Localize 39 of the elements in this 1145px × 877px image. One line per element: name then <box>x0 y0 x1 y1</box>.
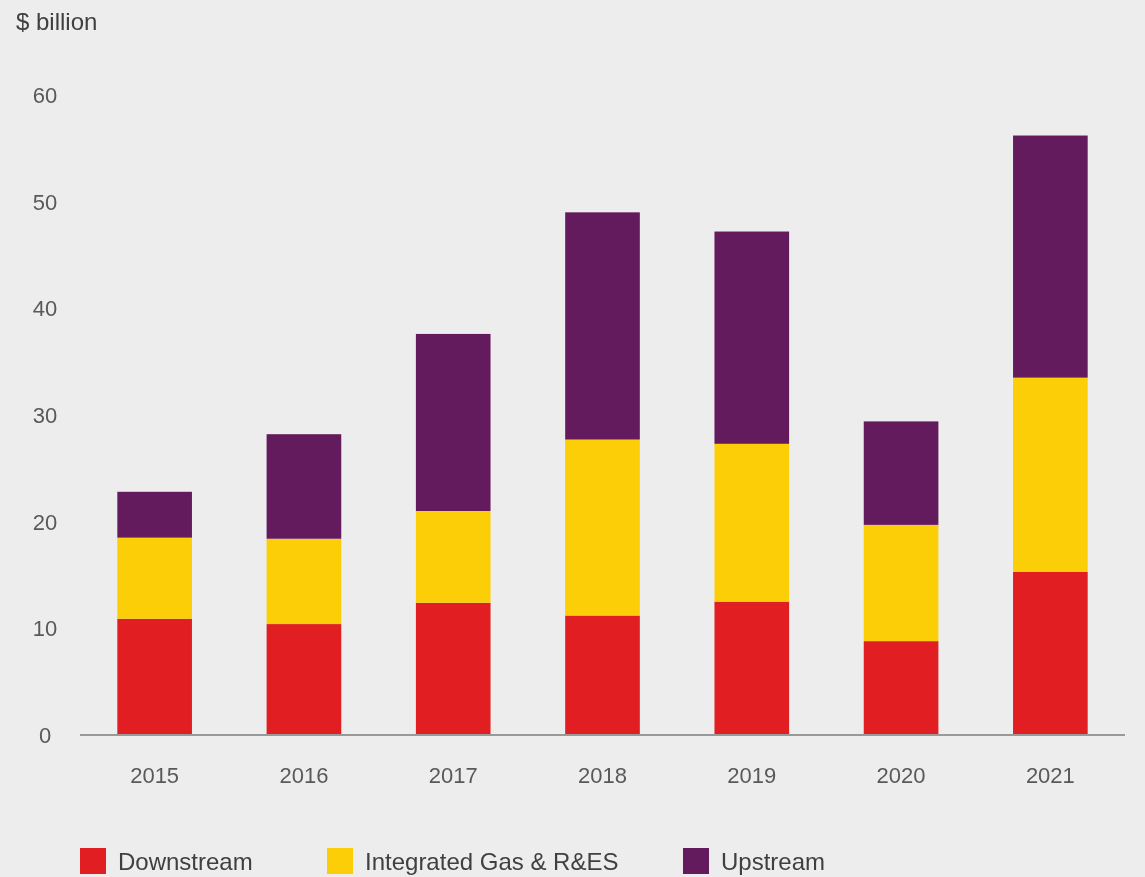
bar <box>565 615 640 735</box>
legend-label: Upstream <box>721 848 826 875</box>
bar <box>117 537 192 619</box>
y-tick-label: 20 <box>32 509 58 535</box>
bar <box>117 618 192 735</box>
x-tick-label: 2019 <box>727 763 777 788</box>
bar <box>1013 377 1088 572</box>
bar <box>863 524 939 642</box>
y-tick-label: 30 <box>32 403 58 428</box>
bar <box>266 434 342 539</box>
bar <box>117 491 192 538</box>
y-tick-label: 50 <box>32 189 58 215</box>
bar <box>863 641 939 735</box>
bar <box>565 439 640 616</box>
y-tick-label: 60 <box>32 83 58 108</box>
x-tick-label: 2016 <box>279 763 329 788</box>
y-tick-label: 0 <box>38 723 52 748</box>
x-tick-label: 2017 <box>428 763 478 788</box>
legend-label: Integrated Gas & R&ES <box>365 848 619 875</box>
x-tick-label: 2021 <box>1025 763 1075 788</box>
bar <box>1013 571 1088 735</box>
bar <box>863 421 939 525</box>
y-axis-title: $ billion <box>16 8 98 35</box>
x-tick-label: 2018 <box>578 763 627 788</box>
bar <box>266 538 342 625</box>
bar <box>714 601 790 735</box>
bar <box>714 443 790 602</box>
legend-label: Downstream <box>118 848 253 875</box>
x-tick-label: 2020 <box>876 763 926 788</box>
bar <box>714 231 790 444</box>
bar <box>266 624 342 735</box>
bar <box>1013 135 1088 378</box>
bar <box>565 212 640 440</box>
x-tick-label: 2015 <box>130 763 180 788</box>
bar <box>415 511 491 603</box>
y-tick-label: 10 <box>32 616 58 642</box>
y-tick-label: 40 <box>32 296 58 322</box>
bar <box>415 333 491 511</box>
bar <box>415 602 491 735</box>
